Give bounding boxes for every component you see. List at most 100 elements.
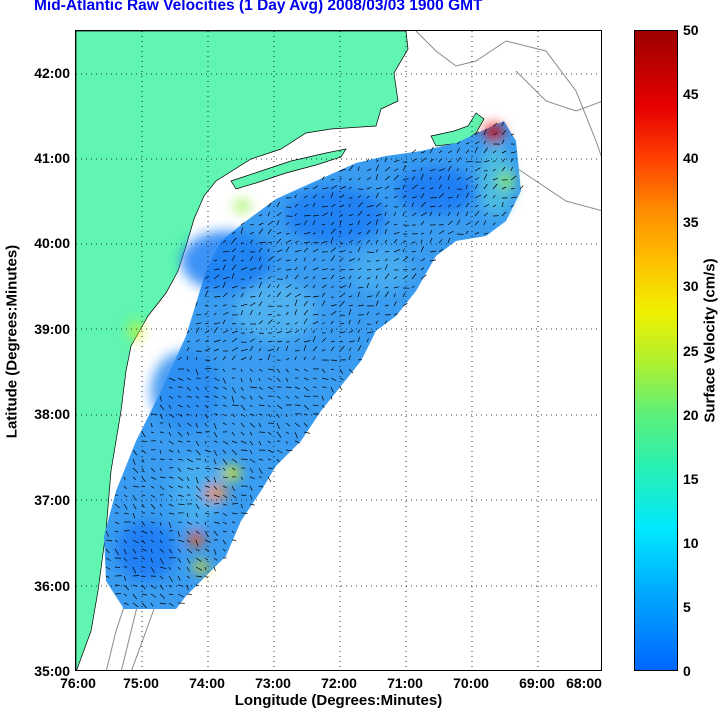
- velocity-arrow: [402, 184, 405, 190]
- velocity-arrow: [222, 422, 227, 426]
- y-tick: 40:00: [34, 235, 70, 251]
- velocity-arrow: [267, 348, 275, 352]
- velocity-arrow: [393, 195, 398, 199]
- velocity-arrow: [222, 281, 226, 289]
- velocity-arrow: [438, 205, 442, 208]
- velocity-arrow: [213, 503, 220, 505]
- velocity-arrow: [168, 386, 173, 389]
- velocity-arrow: [276, 431, 282, 438]
- velocity-arrow: [456, 194, 459, 199]
- velocity-arrow: [204, 330, 210, 334]
- velocity-arrow: [402, 303, 408, 307]
- velocity-arrow: [321, 223, 326, 226]
- velocity-arrow: [420, 267, 425, 271]
- velocity-arrow: [312, 267, 319, 271]
- velocity-arrow: [150, 539, 155, 543]
- velocity-arrow: [204, 386, 208, 391]
- velocity-arrow: [465, 149, 470, 154]
- velocity-arrow: [258, 458, 264, 461]
- velocity-arrow: [339, 276, 346, 280]
- velocity-arrow: [132, 584, 138, 587]
- velocity-arrow: [384, 273, 390, 280]
- velocity-arrow: [375, 187, 382, 190]
- velocity-arrow: [285, 395, 290, 399]
- velocity-arrow: [195, 404, 199, 408]
- velocity-arrow: [204, 276, 210, 280]
- velocity-arrow: [249, 485, 253, 491]
- velocity-arrow: [123, 512, 129, 515]
- velocity-arrow: [321, 300, 326, 307]
- velocity-arrow: [303, 413, 308, 416]
- velocity-arrow: [231, 395, 235, 403]
- velocity-arrow: [168, 503, 174, 507]
- x-tick: 73:00: [255, 675, 291, 691]
- velocity-arrow: [177, 584, 184, 587]
- velocity-arrow: [294, 356, 297, 361]
- velocity-arrow: [186, 458, 194, 463]
- velocity-arrow: [348, 258, 356, 262]
- velocity-arrow: [438, 168, 446, 172]
- velocity-arrow: [267, 256, 274, 262]
- velocity-arrow: [240, 266, 248, 271]
- velocity-arrow: [501, 202, 504, 208]
- velocity-arrow: [339, 269, 346, 271]
- velocity-arrow: [276, 340, 283, 343]
- velocity-arrow: [240, 404, 246, 411]
- velocity-arrow: [339, 177, 342, 181]
- velocity-arrow: [384, 258, 388, 262]
- velocity-arrow: [141, 530, 148, 534]
- velocity-arrow: [447, 237, 451, 244]
- velocity-arrow: [348, 239, 354, 244]
- long-island: [230, 148, 347, 190]
- velocity-arrow: [348, 223, 354, 226]
- velocity-arrow: [249, 231, 254, 235]
- velocity-arrow: [222, 485, 227, 489]
- velocity-arrow: [438, 230, 445, 235]
- velocity-arrow: [132, 503, 137, 510]
- colorbar-tick: 35: [683, 214, 699, 230]
- velocity-arrow: [420, 274, 427, 280]
- velocity-arrow: [366, 269, 372, 271]
- velocity-arrow: [168, 593, 174, 596]
- velocity-arrow: [249, 223, 254, 226]
- velocity-arrow: [213, 467, 221, 470]
- velocity-arrow: [231, 449, 238, 455]
- velocity-arrow: [321, 195, 325, 199]
- velocity-arrow: [411, 176, 415, 181]
- velocity-arrow: [483, 232, 489, 235]
- colorbar-tick: 5: [683, 599, 691, 615]
- velocity-arrow: [204, 304, 209, 307]
- velocity-arrow: [141, 467, 145, 473]
- velocity-arrow: [330, 228, 336, 235]
- x-axis-label: Longitude (Degrees:Minutes): [234, 692, 443, 709]
- velocity-arrow: [222, 404, 227, 407]
- velocity-arrow: [339, 230, 342, 235]
- velocity-arrow: [168, 404, 172, 409]
- velocity-arrow: [231, 485, 236, 492]
- colorbar: [634, 30, 678, 671]
- velocity-arrow: [114, 503, 120, 509]
- velocity-arrow: [492, 160, 496, 163]
- velocity-arrow: [267, 404, 271, 408]
- velocity-arrow: [303, 241, 310, 244]
- velocity-arrow: [159, 530, 163, 535]
- velocity-arrow: [105, 557, 111, 561]
- velocity-arrow: [384, 286, 389, 289]
- velocity-arrow: [258, 347, 262, 352]
- velocity-arrow: [267, 377, 272, 381]
- velocity-arrow: [213, 386, 219, 390]
- velocity-arrow: [285, 274, 289, 280]
- velocity-arrow: [357, 232, 362, 235]
- velocity-arrow: [339, 250, 346, 253]
- velocity-arrow: [150, 548, 153, 553]
- y-axis-label: Latitude (Degrees:Minutes): [3, 244, 21, 439]
- velocity-arrow: [366, 168, 372, 172]
- velocity-arrow: [195, 395, 199, 399]
- velocity-arrow: [303, 214, 311, 217]
- velocity-arrow: [276, 238, 282, 244]
- velocity-arrow: [195, 503, 200, 510]
- velocity-arrow: [267, 211, 270, 217]
- velocity-arrow: [132, 602, 139, 607]
- velocity-arrow: [150, 566, 155, 573]
- velocity-arrow: [240, 368, 243, 372]
